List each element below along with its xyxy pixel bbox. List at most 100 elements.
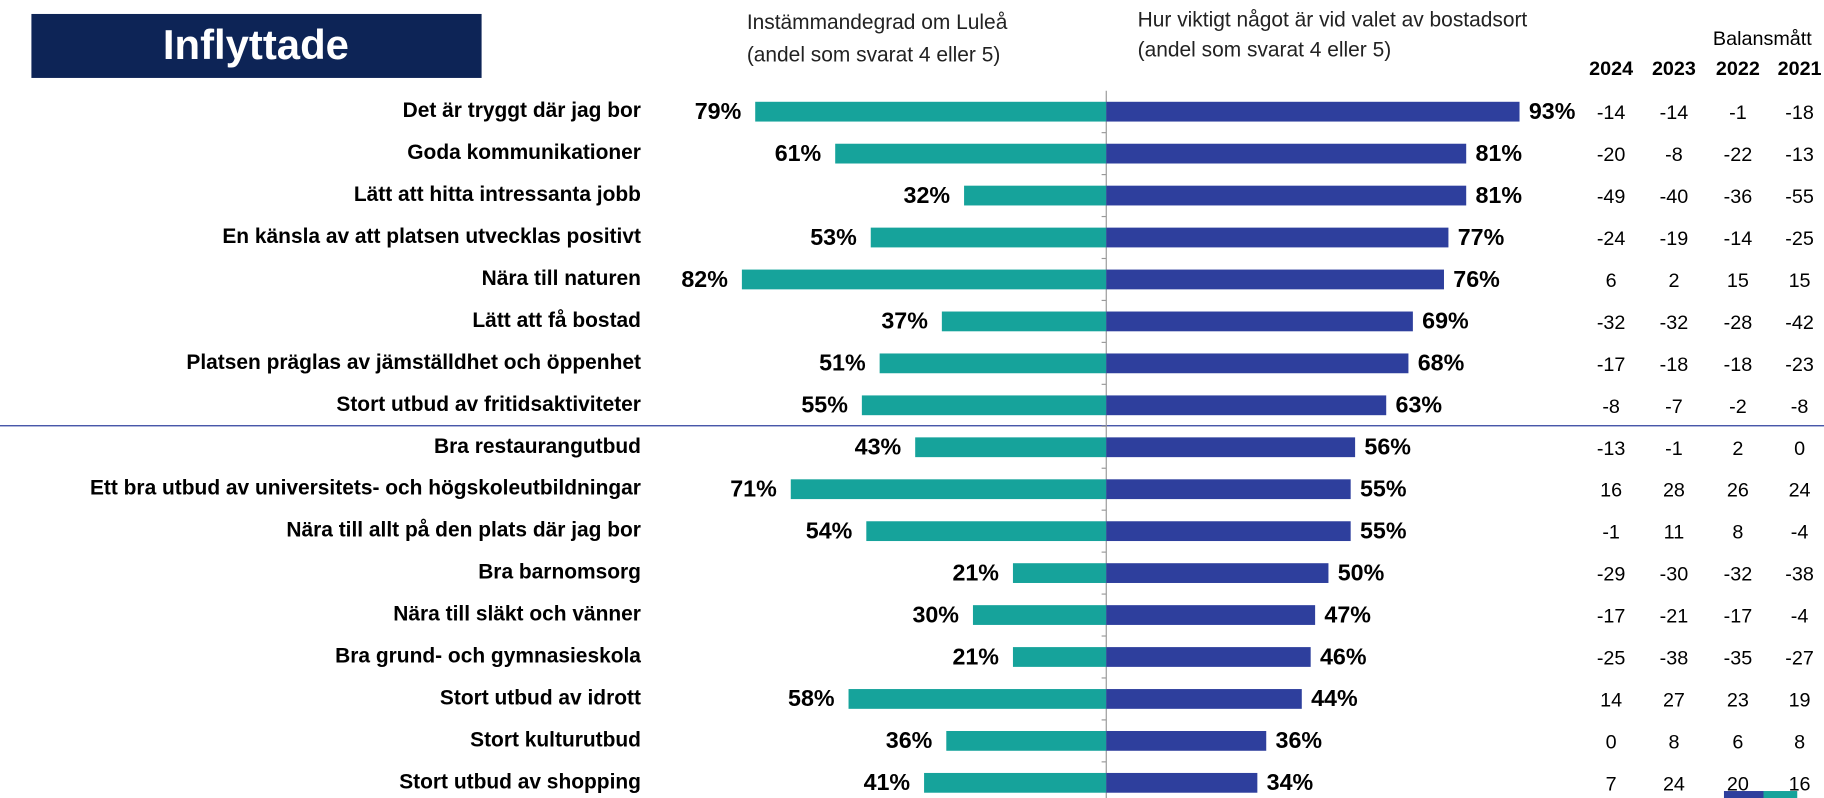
bar xyxy=(964,185,1107,206)
bar xyxy=(1106,143,1467,164)
bar xyxy=(1106,605,1316,625)
table-cell: -25 xyxy=(1785,228,1814,250)
table-cell: 15 xyxy=(1727,270,1749,292)
value-label: 41% xyxy=(864,769,911,795)
value-label: 54% xyxy=(806,517,853,543)
table-cell: 8 xyxy=(1668,731,1679,753)
category-label: Stort utbud av idrott xyxy=(440,686,641,709)
table-cell: -14 xyxy=(1597,102,1626,124)
table-cell: -19 xyxy=(1660,228,1689,250)
value-label: 76% xyxy=(1453,266,1500,292)
value-label: 58% xyxy=(788,685,835,711)
table-cell: 15 xyxy=(1789,270,1811,292)
table-cell: -49 xyxy=(1597,186,1626,208)
value-label: 81% xyxy=(1476,182,1523,208)
value-label: 77% xyxy=(1458,224,1505,250)
bar xyxy=(741,269,1107,290)
table-cell: -38 xyxy=(1785,564,1814,586)
bar xyxy=(972,605,1107,625)
table-cell: -17 xyxy=(1597,606,1626,628)
table-cell: 14 xyxy=(1600,689,1622,711)
category-label: Stort utbud av shopping xyxy=(399,770,641,793)
bar xyxy=(755,101,1107,122)
table-cell: 7 xyxy=(1606,773,1617,795)
value-label: 51% xyxy=(819,350,866,376)
table-cell: 20 xyxy=(1727,773,1749,795)
value-label: 36% xyxy=(886,727,933,753)
left-header-note: (andel som svarat 4 eller 5) xyxy=(747,43,1000,66)
table-cell: -36 xyxy=(1724,186,1753,208)
table-cell: -13 xyxy=(1785,144,1814,166)
category-label: Nära till allt på den plats där jag bor xyxy=(286,519,641,542)
table-title: Balansmått xyxy=(1713,28,1812,50)
category-label: En känsla av att platsen utvecklas posit… xyxy=(222,225,641,248)
value-label: 43% xyxy=(855,434,902,460)
chart-title: Inflyttade xyxy=(163,21,349,68)
table-cell: -2 xyxy=(1729,396,1747,418)
value-label: 63% xyxy=(1396,392,1443,418)
value-label: 37% xyxy=(881,308,928,334)
bar xyxy=(1106,772,1258,793)
bar xyxy=(790,479,1107,500)
bar xyxy=(848,689,1107,709)
category-label: Ett bra utbud av universitets- och högsk… xyxy=(90,477,641,500)
bar xyxy=(861,395,1107,416)
table-cell: -42 xyxy=(1785,312,1814,334)
table-cell: 0 xyxy=(1606,731,1617,753)
value-label: 68% xyxy=(1418,350,1465,376)
category-label: Nära till släkt och vänner xyxy=(393,603,641,626)
bar xyxy=(946,730,1107,751)
table-cell: -1 xyxy=(1665,438,1683,460)
category-label: Goda kommunikationer xyxy=(407,141,641,164)
table-cell: -35 xyxy=(1724,648,1753,670)
value-label: 44% xyxy=(1311,685,1358,711)
right-header-note: (andel som svarat 4 eller 5) xyxy=(1138,39,1392,62)
table-cell: -55 xyxy=(1785,186,1814,208)
bar xyxy=(915,437,1107,458)
value-label: 55% xyxy=(801,392,848,418)
bar xyxy=(1106,269,1444,290)
category-label: Det är tryggt där jag bor xyxy=(403,99,641,122)
table-cell: -14 xyxy=(1660,102,1689,124)
bar xyxy=(1106,730,1267,751)
table-cell: -18 xyxy=(1785,102,1814,124)
value-label: 82% xyxy=(681,266,728,292)
table-cell: -13 xyxy=(1597,438,1626,460)
value-label: 30% xyxy=(912,601,959,627)
bar xyxy=(1106,647,1311,667)
value-label: 81% xyxy=(1476,140,1523,166)
table-cell: -4 xyxy=(1791,522,1809,544)
table-cell: 16 xyxy=(1789,773,1811,795)
table-cell: 19 xyxy=(1789,689,1811,711)
table-cell: -8 xyxy=(1791,396,1809,418)
table-cell: -22 xyxy=(1724,144,1753,166)
table-cell: -8 xyxy=(1665,144,1683,166)
value-label: 71% xyxy=(730,476,777,502)
value-label: 93% xyxy=(1529,98,1576,124)
table-column-header: 2021 xyxy=(1778,58,1822,80)
table-column-header: 2022 xyxy=(1716,58,1760,80)
category-label: Nära till naturen xyxy=(482,267,641,290)
value-label: 55% xyxy=(1360,517,1407,543)
table-cell: 28 xyxy=(1663,480,1685,502)
table-cell: -17 xyxy=(1597,354,1626,376)
value-label: 21% xyxy=(952,643,999,669)
table-column-header: 2024 xyxy=(1589,58,1633,80)
table-cell: -14 xyxy=(1724,228,1753,250)
bar xyxy=(1106,185,1467,206)
bar xyxy=(1106,101,1520,122)
value-label: 61% xyxy=(775,140,822,166)
bar xyxy=(1106,479,1351,500)
bar xyxy=(866,521,1107,542)
left-header: Instämmandegrad om Luleå xyxy=(747,11,1008,34)
value-label: 32% xyxy=(904,182,951,208)
value-label: 55% xyxy=(1360,476,1407,502)
bar xyxy=(1106,227,1449,248)
value-label: 50% xyxy=(1338,559,1385,585)
legend-swatch xyxy=(1763,791,1798,798)
category-label: Bra grund- och gymnasieskola xyxy=(335,645,641,668)
table-cell: 6 xyxy=(1606,270,1617,292)
category-label: Stort kulturutbud xyxy=(470,728,641,751)
bar xyxy=(941,311,1107,332)
